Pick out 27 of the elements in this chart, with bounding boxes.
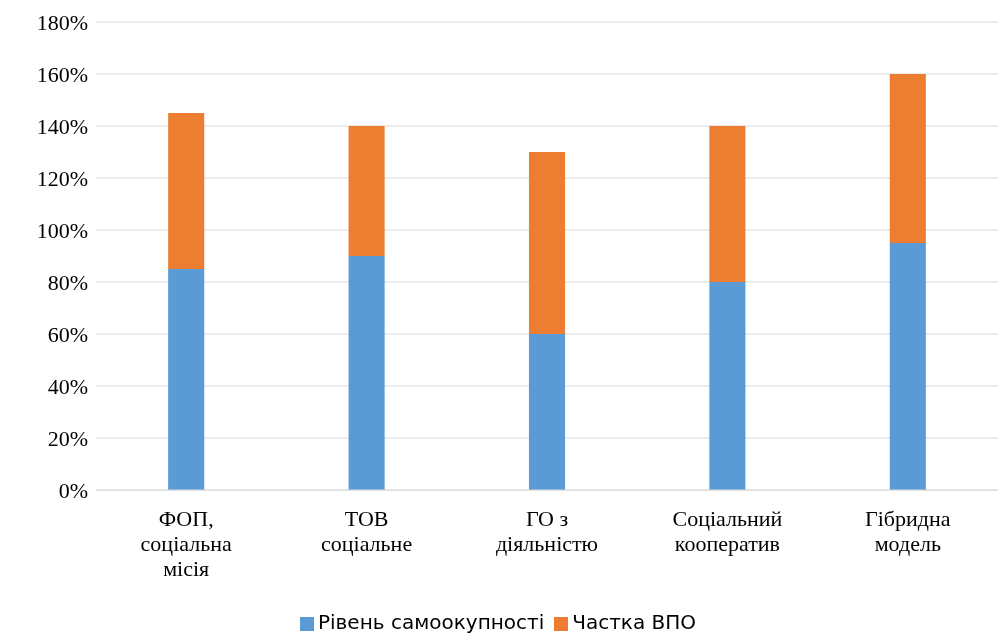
y-tick-label: 60% [47, 321, 88, 347]
y-tick-label: 40% [47, 373, 88, 399]
bar [168, 269, 205, 490]
legend-label: Частка ВПО [572, 610, 697, 634]
bar [348, 126, 385, 256]
legend-label: Рівень самоокупності [317, 610, 545, 634]
x-tick-label: ГО з діяльністю [495, 506, 599, 556]
bar [348, 256, 385, 490]
y-tick-label: 0% [58, 477, 88, 503]
bar [168, 113, 205, 269]
bar [889, 243, 926, 490]
y-tick-label: 80% [47, 269, 88, 295]
y-tick-label: 20% [47, 425, 88, 451]
bar [889, 74, 926, 243]
x-tick-label: ФОП, соціальна місія [140, 506, 233, 581]
bar [528, 334, 566, 490]
y-tick-label: 180% [36, 9, 88, 35]
y-tick-label: 140% [36, 113, 88, 139]
y-tick-label: 100% [36, 217, 88, 243]
y-tick-label: 120% [36, 165, 88, 191]
bar [709, 126, 746, 282]
x-tick-label: Соціальний кооператив [672, 506, 783, 556]
bar [709, 282, 746, 490]
bar [528, 152, 566, 334]
x-tick-label: Гібридна модель [865, 506, 951, 556]
y-tick-label: 160% [36, 61, 88, 87]
x-tick-label: ТОВ соціальне [321, 506, 413, 556]
